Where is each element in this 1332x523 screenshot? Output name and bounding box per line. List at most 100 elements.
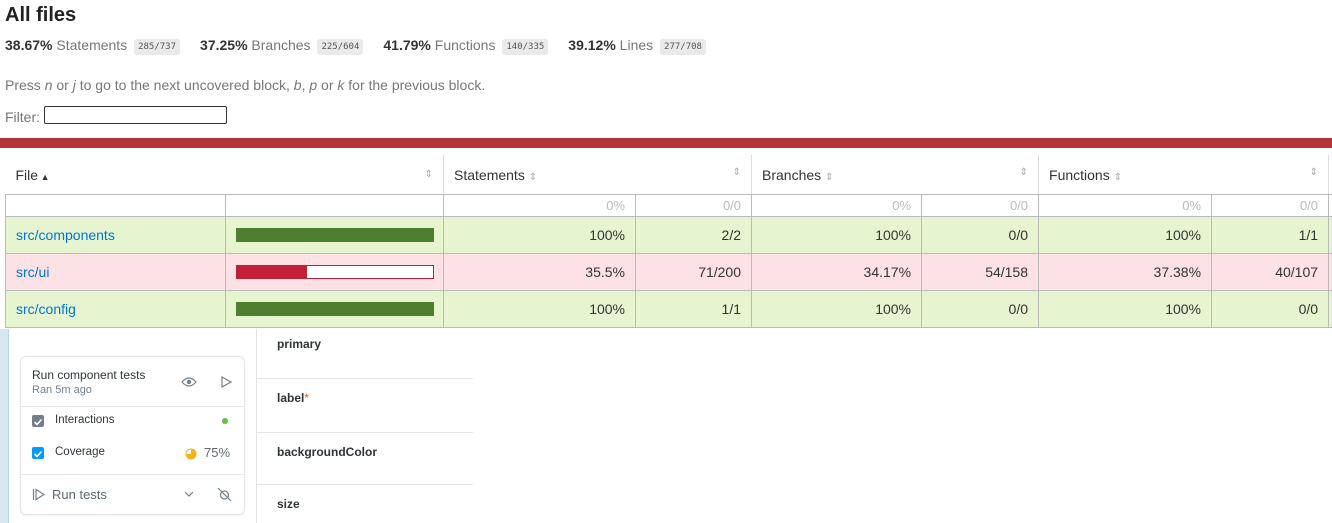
coverage-fill [237, 229, 433, 241]
cell: 0/0 [1211, 290, 1330, 328]
cell: 40/107 [1211, 253, 1330, 291]
summary-fraction: 225/604 [317, 39, 364, 55]
cell [1328, 194, 1332, 217]
watch-icon[interactable] [181, 376, 197, 388]
column-header[interactable]: Functions ⇕ ⇕ [1038, 155, 1330, 195]
clear-icon[interactable] [217, 487, 232, 502]
coverage-bar [236, 265, 434, 279]
option-label: Coverage [55, 446, 105, 458]
cell: 0/0 [1211, 194, 1330, 217]
cell: 1/1 [1211, 216, 1330, 254]
hint-text: k [337, 77, 345, 93]
summary-fraction: 277/708 [660, 39, 706, 55]
coverage-bar [236, 228, 434, 242]
separator [257, 378, 473, 379]
cell [1328, 253, 1332, 291]
column-header[interactable]: File ▲ [5, 155, 226, 195]
cell: 0/0 [921, 216, 1040, 254]
cell: 35.5% [443, 253, 636, 291]
coverage-fill [237, 303, 433, 315]
summary-item: 39.12% Lines 277/708 [568, 37, 706, 55]
separator [257, 484, 473, 485]
cell: 0/0 [921, 194, 1040, 217]
summary: 38.67% Statements 285/737 37.25% Branches… [5, 37, 706, 55]
summary-label: Functions [434, 37, 496, 53]
data-row: src/config 100% 1/1 100% 0/0 100% 0/0 [5, 290, 1332, 328]
prop-label: primary [277, 337, 322, 351]
run-icon[interactable] [32, 488, 46, 501]
cell: 0% [443, 194, 636, 217]
table-wrap: File ▲ ⇕ Statements ⇕ ⇕ Branches ⇕ ⇕ Functions ⇕ ⇕… [5, 155, 1332, 328]
hint-text: for the previous block. [344, 77, 486, 93]
run-button[interactable]: Run tests [52, 487, 107, 502]
column-header[interactable]: Statements ⇕ ⇕ [443, 155, 753, 195]
separator [257, 432, 473, 433]
column-header[interactable]: ⇕ [225, 155, 444, 195]
cell: 100% [1038, 290, 1213, 328]
card-subtitle: Ran 5m ago [32, 384, 92, 396]
hint-text: n [44, 77, 53, 93]
checkbox [32, 415, 44, 427]
column-header [1328, 155, 1332, 195]
cell: 0% [751, 194, 923, 217]
cell: 37.38% [1038, 253, 1213, 291]
bar-cell [225, 290, 444, 328]
divider [21, 406, 244, 407]
cell: 0% [1038, 194, 1213, 217]
data-row: src/ui 35.5% 71/200 34.17% 54/158 37.38% 40/10… [5, 253, 1332, 291]
file-link[interactable]: src/components [16, 227, 115, 243]
chevron-icon[interactable] [184, 491, 194, 498]
cell: 100% [751, 216, 923, 254]
cell: 0/0 [634, 194, 753, 217]
column-header[interactable]: Branches ⇕ ⇕ [751, 155, 1040, 195]
hint: Press n or j to go to the next uncovered… [5, 77, 485, 93]
coverage-bar [236, 302, 434, 316]
prop-name: size [277, 497, 300, 511]
prop-label: size [277, 497, 300, 511]
hint-text: , [301, 77, 310, 93]
empty-row: 0% 0/0 0% 0/0 0% 0/0 [5, 194, 1332, 217]
filter-label: Filter: [5, 109, 40, 125]
cell: 100% [443, 216, 636, 254]
status-dot [222, 418, 228, 424]
cell: 34.17% [751, 253, 923, 291]
summary-label: Branches [251, 37, 311, 53]
file-cell: src/ui [5, 253, 226, 291]
props-panel: primary label* backgroundColor size [256, 329, 473, 523]
coverage-table: File ▲ ⇕ Statements ⇕ ⇕ Branches ⇕ ⇕ Functions ⇕ ⇕… [5, 155, 1332, 328]
summary-pct: 37.25% [200, 37, 248, 53]
play-icon[interactable] [220, 376, 232, 388]
prop-label: label [277, 391, 305, 405]
card-title: Run component tests [32, 368, 146, 382]
summary-pct: 41.79% [383, 37, 431, 53]
summary-label: Statements [56, 37, 128, 53]
header-row: File ▲ ⇕ Statements ⇕ ⇕ Branches ⇕ ⇕ Functions ⇕ ⇕ [5, 155, 1332, 195]
cell: 100% [1038, 216, 1213, 254]
option-value: 75% [204, 445, 231, 460]
summary-label: Lines [619, 37, 654, 53]
cell [5, 194, 226, 217]
cell [225, 194, 444, 217]
column-title: Statements [454, 166, 525, 183]
summary-pct: 38.67% [5, 37, 53, 53]
hint-text: or [317, 77, 338, 93]
table-body: 0% 0/0 0% 0/0 0% 0/0 src/components 100% 2/2 100%… [5, 194, 1332, 328]
file-link[interactable]: src/config [16, 301, 76, 317]
file-link[interactable]: src/ui [16, 264, 50, 280]
file-cell: src/components [5, 216, 226, 254]
checkbox[interactable] [32, 447, 44, 459]
divider [21, 474, 244, 475]
cell: 0/0 [921, 290, 1040, 328]
summary-fraction: 140/335 [502, 39, 549, 55]
file-cell: src/config [5, 290, 226, 328]
cell: 100% [751, 290, 923, 328]
cell: 100% [443, 290, 636, 328]
side-strip [0, 329, 9, 523]
summary-item: 41.79% Functions 140/335 [383, 37, 549, 55]
hint-text: or [52, 77, 73, 93]
filter: Filter: [5, 106, 227, 125]
column-title: Functions [1049, 166, 1110, 183]
filter-input[interactable] [44, 106, 227, 124]
status-bar [0, 138, 1332, 148]
